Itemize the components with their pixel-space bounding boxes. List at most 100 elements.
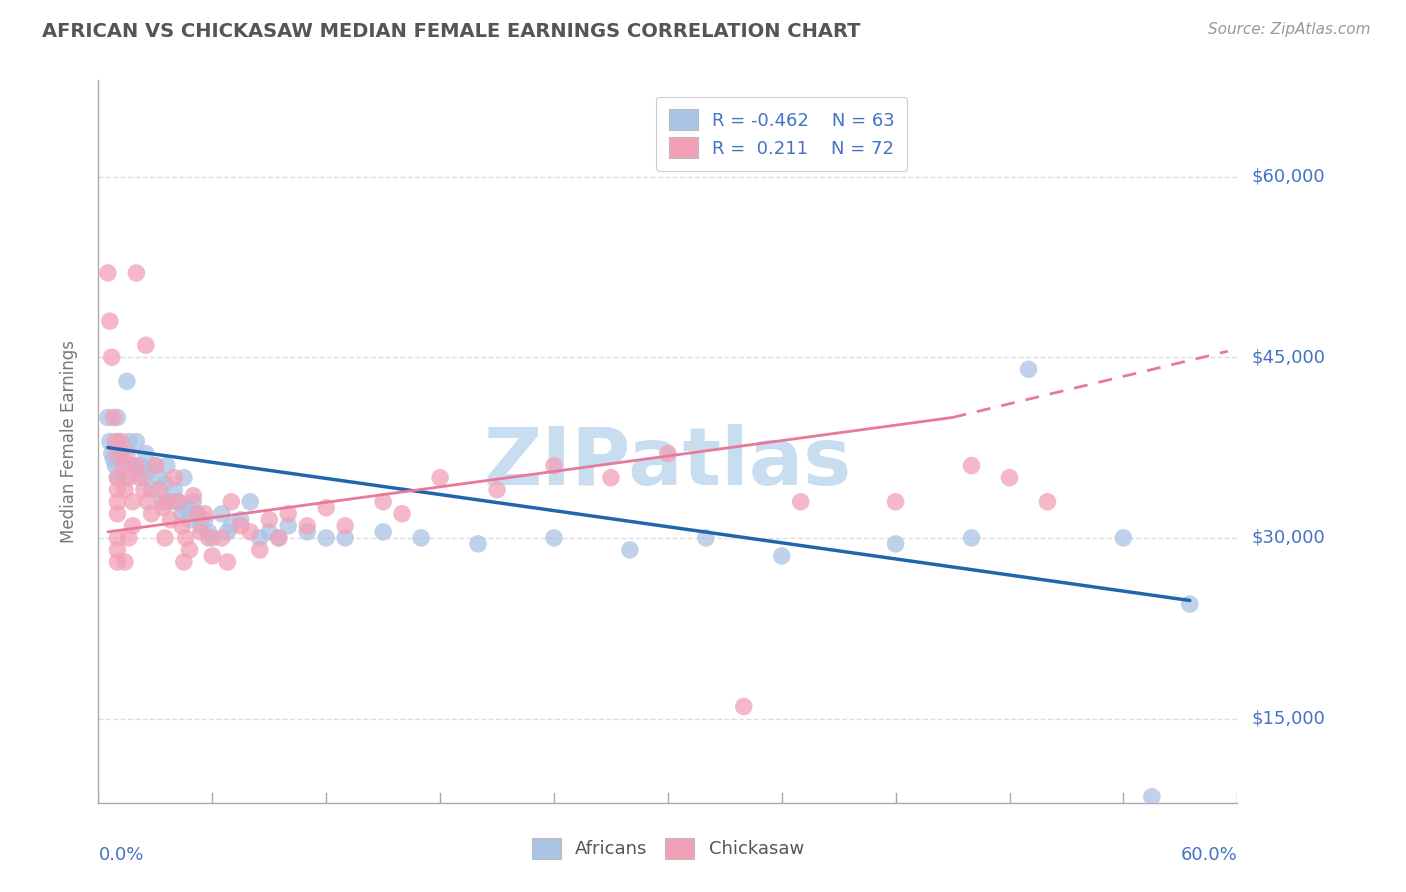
Point: [335, 518, 357, 533]
Point: [170, 507, 193, 521]
Point: [733, 699, 755, 714]
Point: [167, 494, 190, 508]
Point: [695, 531, 717, 545]
Text: ZIPatlas: ZIPatlas: [484, 425, 852, 502]
Legend: Africans, Chickasaw: Africans, Chickasaw: [524, 830, 811, 866]
Point: [998, 470, 1021, 484]
Point: [118, 531, 141, 545]
Point: [163, 470, 186, 484]
Point: [159, 494, 181, 508]
Point: [98, 314, 121, 328]
Point: [884, 537, 907, 551]
Point: [121, 458, 143, 473]
Point: [174, 500, 197, 515]
Point: [100, 446, 122, 460]
Text: $30,000: $30,000: [1251, 529, 1324, 547]
Point: [211, 531, 233, 545]
Point: [136, 465, 159, 479]
Point: [141, 507, 163, 521]
Point: [118, 470, 141, 484]
Point: [152, 494, 174, 508]
Point: [201, 531, 224, 545]
Point: [239, 494, 262, 508]
Point: [186, 507, 208, 521]
Point: [197, 524, 219, 539]
Point: [186, 507, 208, 521]
Point: [217, 555, 239, 569]
Point: [259, 524, 281, 539]
Point: [486, 483, 509, 497]
Point: [1140, 789, 1163, 804]
Text: $45,000: $45,000: [1251, 348, 1326, 367]
Point: [249, 531, 271, 545]
Point: [179, 542, 201, 557]
Point: [267, 531, 290, 545]
Point: [112, 452, 135, 467]
Point: [97, 266, 120, 280]
Point: [148, 483, 170, 497]
Point: [167, 494, 190, 508]
Point: [173, 555, 195, 569]
Point: [229, 513, 252, 527]
Point: [103, 452, 125, 467]
Point: [107, 434, 129, 449]
Point: [129, 458, 152, 473]
Text: 0.0%: 0.0%: [98, 847, 143, 864]
Text: AFRICAN VS CHICKASAW MEDIAN FEMALE EARNINGS CORRELATION CHART: AFRICAN VS CHICKASAW MEDIAN FEMALE EARNI…: [42, 22, 860, 41]
Point: [335, 531, 357, 545]
Point: [107, 531, 129, 545]
Point: [107, 410, 129, 425]
Point: [960, 531, 983, 545]
Point: [107, 507, 129, 521]
Point: [118, 434, 141, 449]
Point: [107, 483, 129, 497]
Point: [135, 338, 157, 352]
Point: [132, 470, 155, 484]
Point: [174, 531, 197, 545]
Point: [153, 476, 176, 491]
Point: [135, 446, 157, 460]
Point: [103, 410, 125, 425]
Point: [790, 494, 813, 508]
Point: [190, 524, 212, 539]
Point: [315, 531, 337, 545]
Text: Source: ZipAtlas.com: Source: ZipAtlas.com: [1208, 22, 1371, 37]
Point: [884, 494, 907, 508]
Point: [194, 507, 217, 521]
Point: [211, 507, 233, 521]
Point: [159, 513, 181, 527]
Point: [125, 266, 148, 280]
Point: [156, 458, 179, 473]
Point: [960, 458, 983, 473]
Point: [156, 494, 179, 508]
Point: [173, 470, 195, 484]
Point: [239, 524, 262, 539]
Point: [1178, 597, 1201, 611]
Point: [125, 458, 148, 473]
Point: [371, 494, 394, 508]
Point: [297, 524, 319, 539]
Point: [770, 549, 793, 563]
Point: [183, 494, 205, 508]
Point: [1036, 494, 1059, 508]
Point: [297, 518, 319, 533]
Point: [201, 549, 224, 563]
Point: [429, 470, 451, 484]
Point: [121, 518, 143, 533]
Point: [141, 483, 163, 497]
Point: [179, 513, 201, 527]
Point: [194, 513, 217, 527]
Point: [1112, 531, 1135, 545]
Point: [115, 374, 138, 388]
Point: [267, 531, 290, 545]
Point: [170, 518, 193, 533]
Point: [107, 542, 129, 557]
Point: [197, 531, 219, 545]
Point: [277, 518, 299, 533]
Point: [104, 434, 127, 449]
Point: [657, 446, 679, 460]
Point: [100, 350, 122, 364]
Point: [110, 434, 132, 449]
Point: [114, 470, 136, 484]
Point: [114, 483, 136, 497]
